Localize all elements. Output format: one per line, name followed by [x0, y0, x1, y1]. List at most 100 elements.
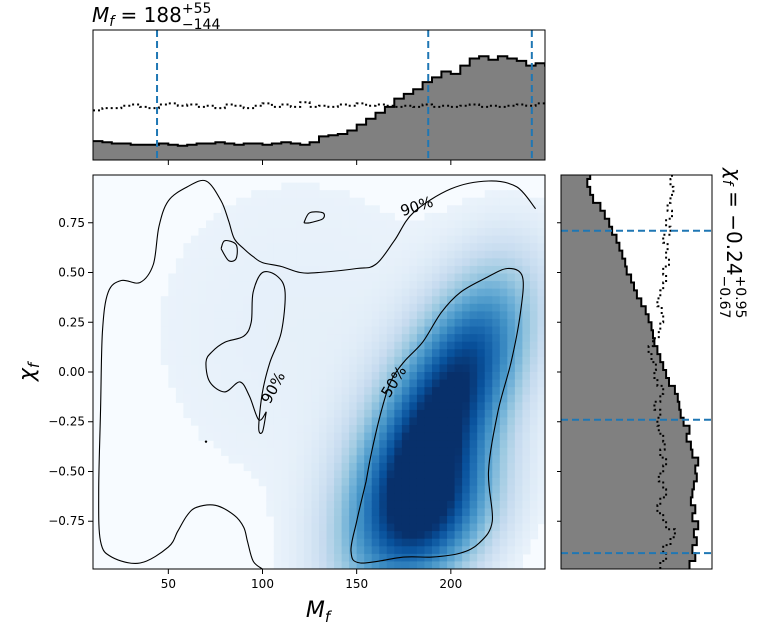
heatmap-cell	[462, 364, 471, 373]
heatmap-cell	[401, 281, 410, 290]
heatmap-cell	[206, 341, 215, 350]
heatmap-cell	[326, 197, 335, 206]
heatmap-cell	[190, 326, 200, 335]
heatmap-cell	[266, 417, 275, 426]
heatmap-cell	[447, 561, 456, 569]
heatmap-cell	[477, 523, 486, 532]
heatmap-cell	[251, 190, 260, 199]
heatmap-cell	[379, 326, 388, 335]
heatmap-cell	[537, 281, 545, 290]
heatmap-cell	[484, 243, 493, 252]
heatmap-cell	[168, 296, 177, 305]
heatmap-cell	[432, 546, 441, 555]
heatmap-cell	[311, 288, 320, 297]
heatmap-cell	[356, 546, 365, 555]
heatmap-cell	[273, 243, 282, 252]
heatmap-cell	[371, 243, 380, 252]
heatmap-cell	[416, 500, 426, 509]
heatmap-cell	[311, 212, 320, 222]
heatmap-cell	[198, 379, 207, 388]
heatmap-cell	[439, 478, 448, 487]
heatmap-cell	[522, 220, 531, 229]
heatmap-cell	[484, 379, 493, 388]
heatmap-cell	[424, 425, 433, 434]
heatmap-cell	[243, 379, 252, 388]
heatmap-cell	[477, 485, 486, 494]
heatmap-cell	[492, 205, 501, 214]
heatmap-cell	[401, 326, 410, 335]
heatmap-cell	[326, 228, 335, 237]
heatmap-cell	[364, 235, 373, 244]
x-tick-label: 50	[161, 577, 176, 591]
heatmap-cell	[311, 349, 320, 358]
heatmap-cell	[432, 303, 441, 312]
heatmap-cell	[529, 235, 539, 244]
heatmap-cell	[379, 523, 388, 532]
heatmap-cell	[266, 197, 275, 206]
heatmap-cell	[319, 500, 328, 509]
heatmap-cell	[492, 561, 501, 569]
heatmap-cell	[341, 235, 350, 244]
y-tick-label: 0.50	[58, 266, 85, 280]
heatmap-cell	[454, 409, 463, 419]
heatmap-cell	[386, 546, 395, 555]
heatmap-cell	[311, 500, 320, 509]
heatmap-cell	[514, 402, 523, 411]
heatmap-cell	[416, 326, 426, 335]
heatmap-cell	[477, 318, 486, 328]
heatmap-cell	[454, 538, 463, 547]
heatmap-cell	[319, 265, 328, 275]
heatmap-cell	[243, 364, 252, 373]
heatmap-cell	[334, 432, 343, 441]
heatmap-cell	[273, 485, 282, 494]
heatmap-cell	[484, 288, 493, 297]
heatmap-cell	[499, 220, 508, 229]
heatmap-cell	[424, 561, 433, 569]
heatmap-cell	[492, 515, 501, 525]
heatmap-cell	[401, 500, 410, 509]
heatmap-cell	[213, 356, 222, 366]
heatmap-cell	[236, 265, 245, 275]
heatmap-cell	[499, 417, 508, 426]
heatmap-cell	[484, 485, 493, 494]
heatmap-cell	[326, 538, 335, 547]
heatmap-cell	[439, 356, 448, 366]
heatmap-cell	[484, 538, 493, 547]
heatmap-cell	[296, 250, 305, 259]
heatmap-cell	[439, 250, 448, 259]
heatmap-cell	[160, 349, 169, 358]
heatmap-cell	[409, 258, 418, 267]
heatmap-cell	[454, 523, 463, 532]
heatmap-cell	[439, 515, 448, 525]
heatmap-cell	[432, 409, 441, 419]
heatmap-cell	[190, 394, 200, 403]
heatmap-cell	[273, 394, 282, 403]
heatmap-cell	[447, 311, 456, 320]
heatmap-cell	[492, 318, 501, 328]
heatmap-cell	[190, 258, 200, 267]
heatmap-cell	[364, 508, 373, 517]
heatmap-cell	[454, 334, 463, 343]
heatmap-cell	[341, 478, 350, 487]
heatmap-cell	[349, 523, 358, 532]
heatmap-cell	[168, 341, 177, 350]
heatmap-cell	[424, 341, 433, 350]
heatmap-cell	[537, 485, 545, 494]
heatmap-cell	[462, 250, 471, 259]
heatmap-cell	[401, 417, 410, 426]
heatmap-cell	[266, 220, 275, 229]
heatmap-cell	[371, 500, 380, 509]
heatmap-cell	[469, 356, 478, 366]
heatmap-cell	[522, 440, 531, 449]
heatmap-cell	[349, 220, 358, 229]
heatmap-cell	[462, 485, 471, 494]
heatmap-cell	[266, 372, 275, 381]
heatmap-cell	[454, 356, 463, 366]
heatmap-cell	[394, 478, 403, 487]
heatmap-cell	[281, 478, 290, 487]
right-title-sup: +0.95	[732, 276, 748, 319]
heatmap-cell	[266, 379, 275, 388]
heatmap-cell	[288, 387, 297, 396]
heatmap-cell	[213, 402, 222, 411]
heatmap-cell	[213, 318, 222, 328]
